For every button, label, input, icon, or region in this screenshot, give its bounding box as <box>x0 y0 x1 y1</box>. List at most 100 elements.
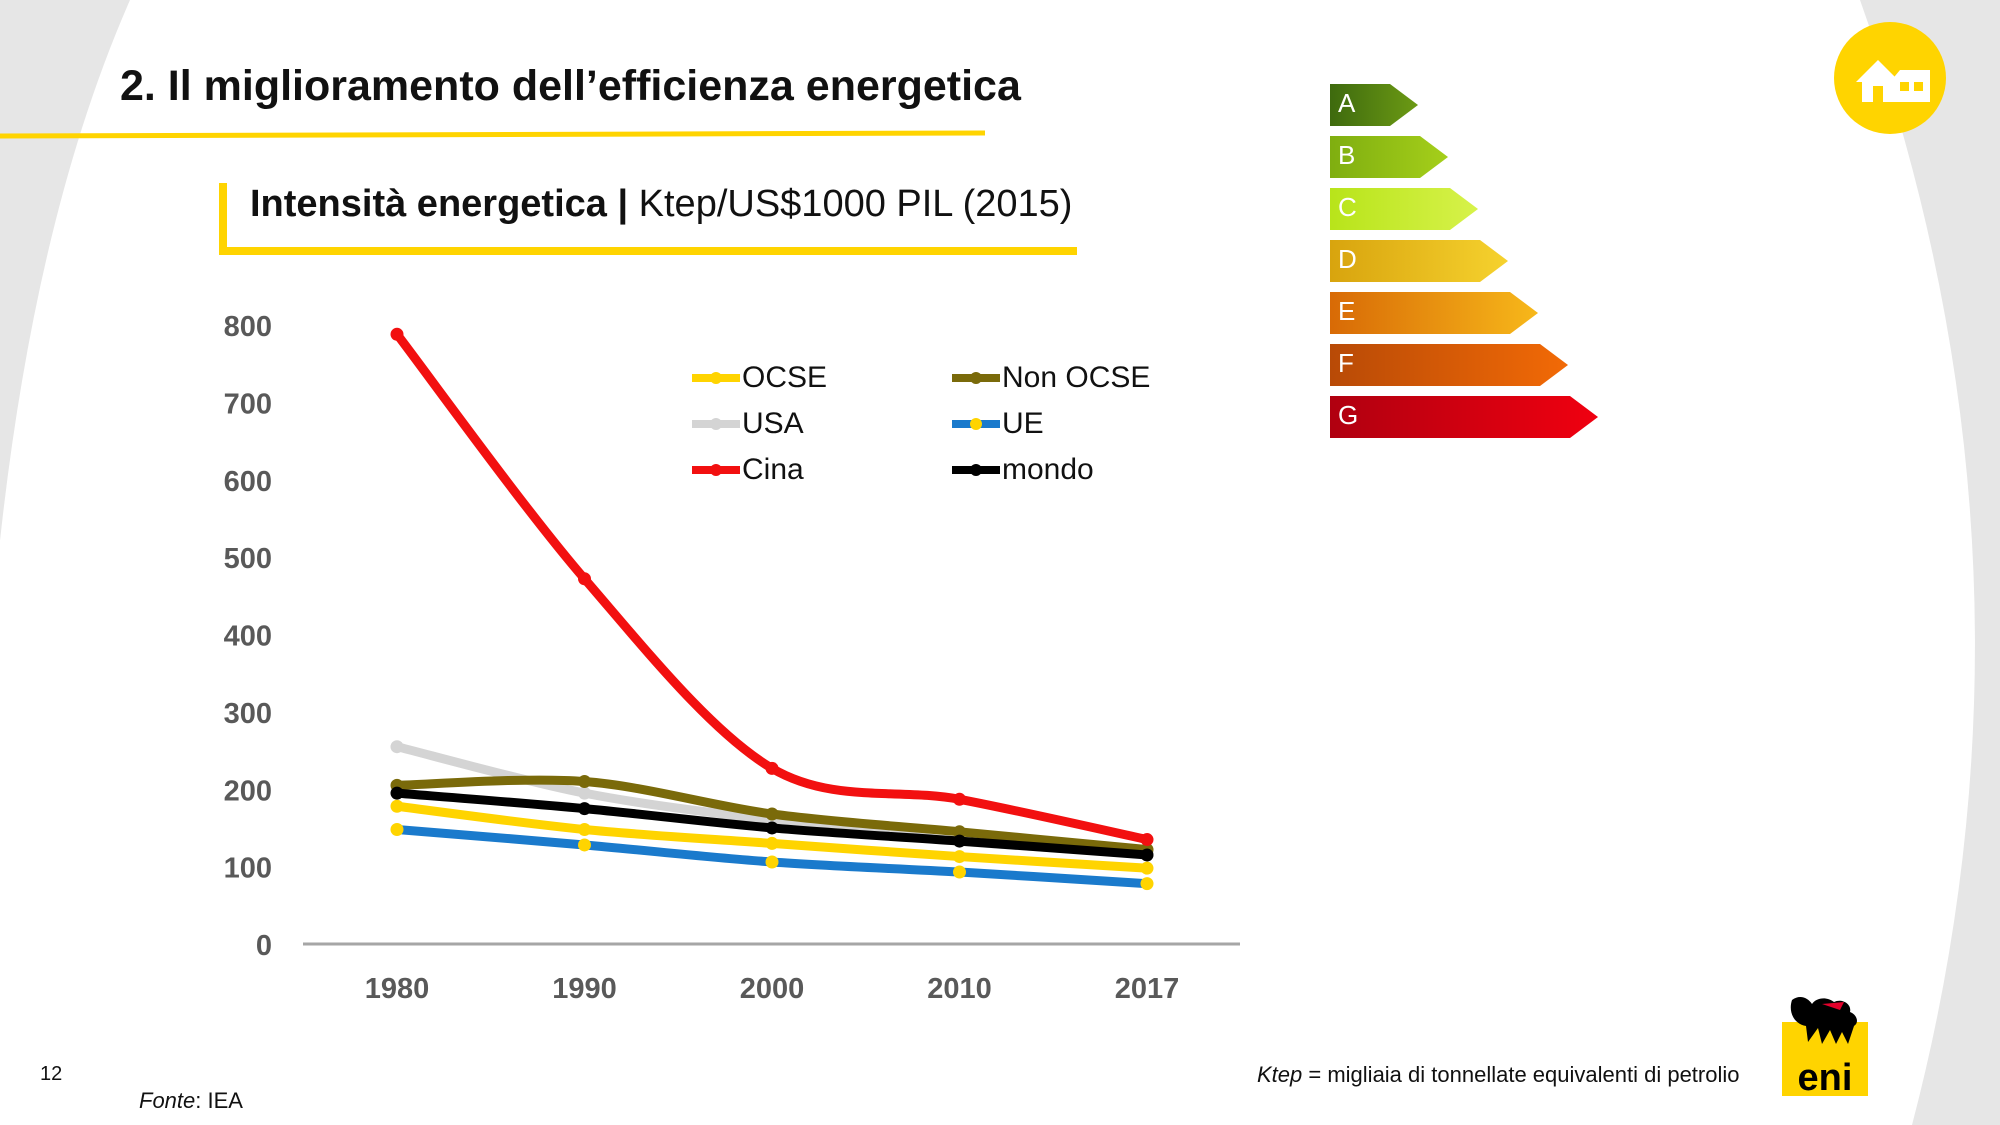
energy-class-label: B <box>1338 140 1356 170</box>
y-tick-label: 200 <box>224 775 272 807</box>
data-point <box>578 786 591 800</box>
data-point <box>1140 848 1154 862</box>
legend-item-non-ocse: Non OCSE <box>950 358 1150 398</box>
x-tick-label: 2000 <box>740 973 805 1005</box>
ktep-footnote: Ktep = migliaia di tonnellate equivalent… <box>1257 1062 1739 1088</box>
legend-swatch <box>952 418 1000 430</box>
energy-class-d: D <box>1330 240 1508 282</box>
energy-class-c: C <box>1330 188 1478 230</box>
right-grey-arc <box>1860 0 2000 1125</box>
series-mondo <box>390 786 1154 862</box>
legend-item-usa: USA <box>690 404 804 444</box>
energy-class-e: E <box>1330 292 1538 334</box>
y-tick-label: 800 <box>224 311 272 343</box>
source-note: Fonte: IEA <box>139 1088 243 1114</box>
y-tick-label: 700 <box>224 388 272 420</box>
legend-label: mondo <box>1002 453 1094 486</box>
chart-heading-bold: Intensità energetica <box>250 183 607 225</box>
data-point <box>953 850 966 864</box>
legend-item-ue: UE <box>950 404 1044 444</box>
y-tick-label: 600 <box>224 466 272 498</box>
legend-label: Cina <box>742 453 804 486</box>
legend-swatch <box>952 372 1000 384</box>
legend-swatch <box>952 464 1000 476</box>
energy-class-label: C <box>1338 192 1357 222</box>
energy-class-label: A <box>1338 88 1356 118</box>
chart-heading-separator: | <box>606 183 639 225</box>
data-point <box>953 834 966 848</box>
data-point <box>1140 833 1154 847</box>
y-axis: 0 100 200 300 400 500 600 700 800 <box>224 311 272 962</box>
x-tick-label: 1980 <box>365 973 430 1005</box>
data-point <box>765 836 779 850</box>
series-ue <box>390 822 1154 891</box>
legend-item-ocse: OCSE <box>690 358 827 398</box>
data-point <box>578 822 591 836</box>
x-tick-label: 2017 <box>1115 973 1180 1005</box>
legend-label: USA <box>742 407 804 440</box>
data-point <box>953 825 966 839</box>
y-tick-label: 400 <box>224 621 272 653</box>
data-point <box>390 799 404 813</box>
data-point <box>765 807 779 821</box>
legend-swatch <box>692 464 740 476</box>
house-icon <box>1834 22 1946 134</box>
energy-class-label: F <box>1338 348 1354 378</box>
heading-left-bar <box>219 183 227 253</box>
series-line <box>392 329 1152 845</box>
energy-class-label: D <box>1338 244 1357 274</box>
title-underline <box>0 130 986 139</box>
legend-item-mondo: mondo <box>950 450 1094 490</box>
energy-class-arrow <box>1330 292 1538 334</box>
legend-label: OCSE <box>742 361 828 394</box>
energy-class-g: G <box>1330 396 1598 438</box>
x-axis: 1980 1990 2000 2010 2017 <box>365 973 1180 1005</box>
energy-intensity-chart: 0 100 200 300 400 500 600 700 800 1980 1990 2000 20… <box>224 311 1240 1005</box>
data-point <box>390 822 404 836</box>
legend-label: Non OCSE <box>1002 361 1151 394</box>
chart-heading-unit: Ktep/US$1000 PIL (2015) <box>638 183 1073 225</box>
data-point <box>765 821 779 835</box>
data-point <box>953 792 966 806</box>
data-point <box>765 855 779 869</box>
energy-class-f: F <box>1330 344 1568 386</box>
legend-item-cina: Cina <box>690 450 804 490</box>
slide-title: 2. Il miglioramento dell’efficienza ener… <box>120 62 1021 110</box>
data-point <box>390 327 404 341</box>
energy-class-a: A <box>1330 84 1418 126</box>
series-lines <box>390 327 1154 891</box>
eni-logo-text: eni <box>1798 1057 1853 1096</box>
series-cina <box>390 327 1154 847</box>
energy-class-arrow <box>1330 344 1568 386</box>
data-point <box>765 761 779 775</box>
data-point <box>390 786 404 800</box>
footnote-term: Ktep <box>1257 1062 1303 1087</box>
page-number: 12 <box>40 1063 63 1085</box>
heading-underline <box>219 247 1077 255</box>
source-value: : IEA <box>195 1088 243 1113</box>
data-point <box>578 775 591 789</box>
energy-class-arrow <box>1330 188 1478 230</box>
data-point <box>1140 877 1154 891</box>
y-tick-label: 500 <box>224 543 272 575</box>
energy-class-b: B <box>1330 136 1448 178</box>
source-label: Fonte <box>139 1088 196 1113</box>
data-point <box>578 802 591 816</box>
x-tick-label: 2010 <box>927 973 992 1005</box>
data-point <box>578 838 591 852</box>
data-point <box>390 740 404 754</box>
data-point <box>578 572 591 586</box>
legend-swatch <box>692 418 740 430</box>
footnote-text: = migliaia di tonnellate equivalenti di … <box>1302 1062 1740 1087</box>
energy-class-arrow <box>1330 136 1448 178</box>
energy-class-arrow <box>1330 84 1418 126</box>
chart-heading: Intensità energetica | Ktep/US$1000 PIL … <box>250 183 1072 226</box>
legend-swatch <box>692 372 740 384</box>
energy-class-label: E <box>1338 296 1356 326</box>
y-tick-label: 100 <box>224 853 272 885</box>
y-tick-label: 0 <box>256 930 272 962</box>
data-point <box>1140 861 1154 875</box>
series-ocse <box>390 799 1154 875</box>
